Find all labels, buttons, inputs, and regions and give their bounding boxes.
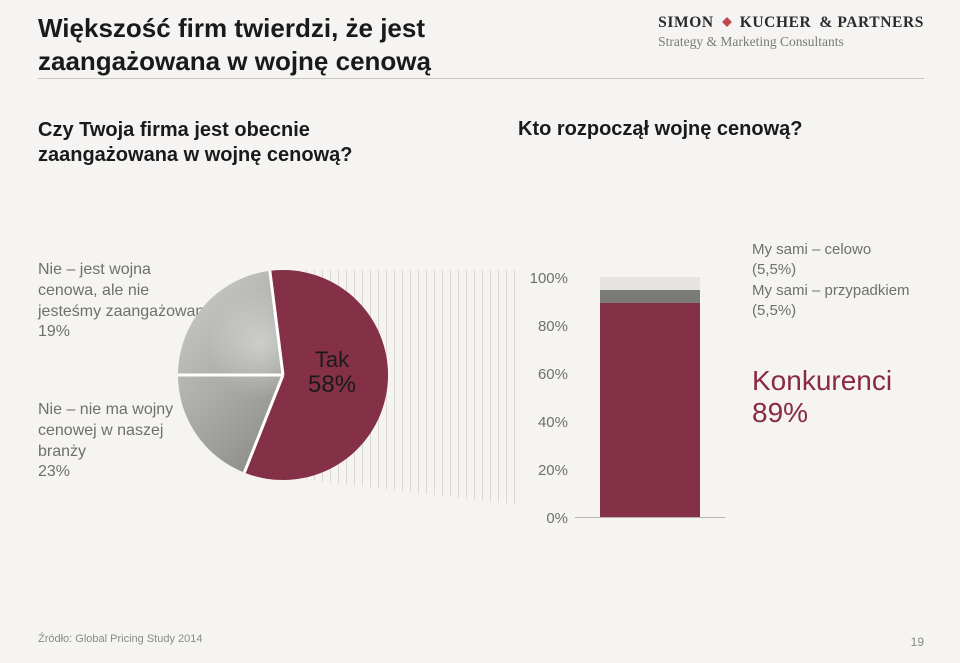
pie-main-label-word: Tak (308, 348, 356, 372)
diamond-icon (722, 14, 732, 32)
bar-segment-my_celowo (600, 277, 700, 290)
pie-label-no-war: Nie – nie ma wojny cenowej w naszej bran… (38, 400, 193, 483)
bar-axis-line (575, 517, 725, 518)
stacked-bar-chart: 0%20%40%60%80%100% My sami – celowo (5,5… (520, 248, 910, 548)
bar-legend-top: My sami – celowo (5,5%) My sami – przypa… (752, 240, 910, 321)
question-right: Kto rozpoczął wojnę cenową? (518, 118, 802, 141)
bar-segment-konkurenci (600, 303, 700, 517)
logo-text-b: KUCHER (740, 14, 812, 32)
pie-label-pct: 19% (38, 323, 70, 340)
pie-label-pct: 23% (38, 463, 70, 480)
slide-title: Większość firm twierdzi, że jest zaangaż… (38, 12, 598, 77)
pie-main-label: Tak 58% (308, 348, 356, 399)
bar-stack (600, 277, 700, 517)
logo-subtitle: Strategy & Marketing Consultants (658, 34, 924, 50)
bar-ytick: 40% (520, 414, 568, 431)
logo-text-c: & PARTNERS (819, 14, 924, 32)
legend-konkurenci-pct: 89% (752, 397, 892, 429)
bar-segment-my_przypadkiem (600, 290, 700, 303)
brand-logo: SIMON KUCHER & PARTNERS Strategy & Marke… (658, 14, 924, 50)
bar-legend-main: Konkurenci 89% (752, 366, 892, 429)
legend-my-przypadkiem: My sami – przypadkiem (5,5%) (752, 281, 910, 322)
pie-label-text: Nie – nie ma wojny cenowej w naszej bran… (38, 401, 173, 460)
question-left: Czy Twoja firma jest obecnie zaangażowan… (38, 118, 398, 168)
page-number: 19 (911, 635, 924, 649)
legend-konkurenci-name: Konkurenci (752, 366, 892, 395)
bar-ytick: 80% (520, 318, 568, 335)
bar-ytick: 100% (520, 270, 568, 287)
pie-main-label-pct: 58% (308, 372, 356, 398)
legend-my-celowo: My sami – celowo (5,5%) (752, 240, 910, 281)
bar-ytick: 0% (520, 510, 568, 527)
logo-text-a: SIMON (658, 14, 714, 32)
bar-ytick: 20% (520, 462, 568, 479)
source-note: Źródło: Global Pricing Study 2014 (38, 633, 202, 645)
divider-line (38, 78, 924, 79)
bar-ytick: 60% (520, 366, 568, 383)
